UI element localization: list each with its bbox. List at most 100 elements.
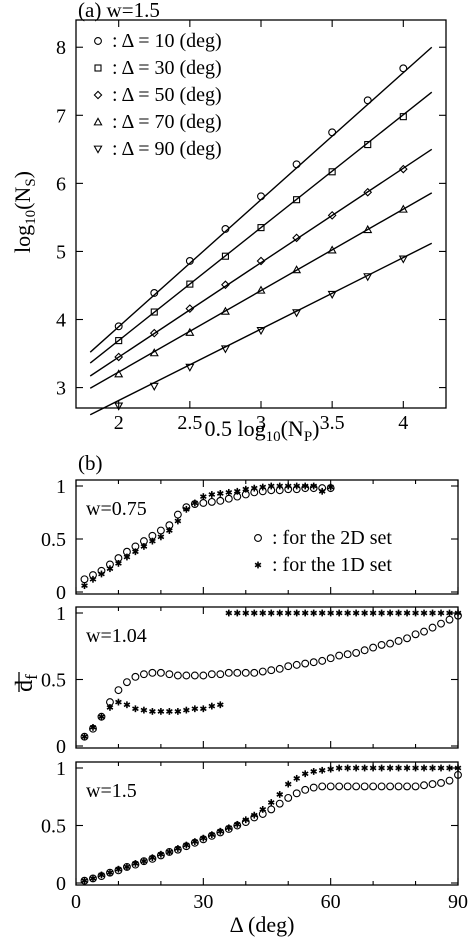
data-point <box>412 609 419 617</box>
data-point <box>106 869 114 877</box>
data-point <box>132 860 139 867</box>
subplot-w=1.5: 0 0.5 1 w=1.5 <box>41 758 462 895</box>
data-point <box>399 64 408 73</box>
data-point <box>149 328 159 338</box>
data-point <box>140 543 148 550</box>
data-point <box>292 265 302 274</box>
data-point <box>114 352 124 362</box>
data-point <box>259 806 267 813</box>
data-point <box>166 708 173 715</box>
data-point <box>224 494 233 503</box>
data-point <box>225 488 233 496</box>
data-point <box>216 490 224 497</box>
subplot-frame <box>75 606 459 749</box>
data-point <box>398 255 408 264</box>
data-point <box>221 225 230 233</box>
data-point <box>208 702 216 710</box>
data-point <box>352 648 361 657</box>
data-point <box>81 582 88 590</box>
panel-a-xlabel: 0.5 log10(NP) <box>204 416 319 445</box>
data-point <box>123 863 131 871</box>
data-point <box>250 668 259 677</box>
data-point <box>352 782 361 791</box>
data-point <box>275 799 284 808</box>
data-point <box>149 382 159 391</box>
legend-marker <box>94 37 102 45</box>
data-point <box>132 705 139 713</box>
data-point <box>437 778 445 787</box>
data-point <box>199 671 208 680</box>
data-point <box>190 671 199 680</box>
legend-marker <box>254 561 262 569</box>
data-point <box>437 619 445 628</box>
data-point <box>445 776 454 785</box>
legend-label: : Δ = 50 (deg) <box>112 84 222 106</box>
data-point <box>186 280 194 288</box>
y-tick-label: 8 <box>56 37 66 59</box>
panel-b-ylabel: df <box>12 672 41 692</box>
y-tick-label: 4 <box>56 310 66 332</box>
data-point <box>328 128 337 137</box>
svg-text:0.5 log10(NP): 0.5 log10(NP) <box>204 416 319 445</box>
data-point <box>429 764 436 772</box>
data-point <box>386 782 395 791</box>
data-point <box>363 96 372 105</box>
subplot-label: w=1.04 <box>86 625 147 647</box>
data-point <box>191 499 199 507</box>
data-point <box>199 705 207 713</box>
data-point <box>369 609 377 617</box>
data-point <box>98 871 105 879</box>
data-point <box>429 609 436 617</box>
data-point <box>80 575 89 584</box>
data-point <box>445 615 454 624</box>
data-point <box>259 609 267 617</box>
data-point <box>284 662 293 671</box>
x-tick-label: 90 <box>448 891 468 913</box>
data-point <box>139 670 148 679</box>
data-point <box>318 766 326 774</box>
data-point <box>360 782 369 791</box>
data-point <box>386 764 394 772</box>
data-point <box>267 666 276 675</box>
data-point <box>377 782 386 791</box>
legend-label: : Δ = 10 (deg) <box>112 30 222 52</box>
y-tick-label: 0 <box>56 736 66 758</box>
data-point <box>326 654 335 663</box>
subplot-label: w=1.5 <box>86 780 137 802</box>
data-point <box>150 308 158 316</box>
legend-marker <box>94 64 102 72</box>
data-point <box>293 609 301 617</box>
data-point <box>208 491 216 498</box>
data-point <box>257 192 265 201</box>
data-point <box>221 252 229 260</box>
data-point <box>428 623 437 632</box>
data-point <box>361 609 368 617</box>
data-point <box>318 656 327 665</box>
data-point <box>318 782 327 791</box>
data-point <box>420 781 428 790</box>
fit-line <box>89 91 433 364</box>
data-point <box>335 651 344 660</box>
data-point <box>301 609 309 617</box>
data-point <box>364 141 372 149</box>
data-point <box>454 764 462 772</box>
panel-a-legend: : Δ = 10 (deg): Δ = 30 (deg): Δ = 50 (de… <box>93 30 222 160</box>
data-point <box>81 733 88 741</box>
data-point <box>242 816 250 824</box>
data-point <box>310 482 318 490</box>
data-point <box>454 609 462 617</box>
data-point <box>183 505 190 513</box>
data-point <box>89 723 97 731</box>
y-tick-label: 7 <box>56 105 66 127</box>
data-point <box>327 483 335 491</box>
data-point <box>293 196 301 204</box>
panel-b-xlabel: Δ (deg) <box>230 912 295 937</box>
data-point <box>123 553 131 561</box>
x-tick-label: 2 <box>114 412 124 434</box>
data-point <box>403 764 411 772</box>
data-point <box>250 484 258 492</box>
data-point <box>233 487 241 495</box>
data-point <box>157 850 165 858</box>
legend-label: : Δ = 70 (deg) <box>112 111 222 133</box>
data-point <box>352 764 360 772</box>
